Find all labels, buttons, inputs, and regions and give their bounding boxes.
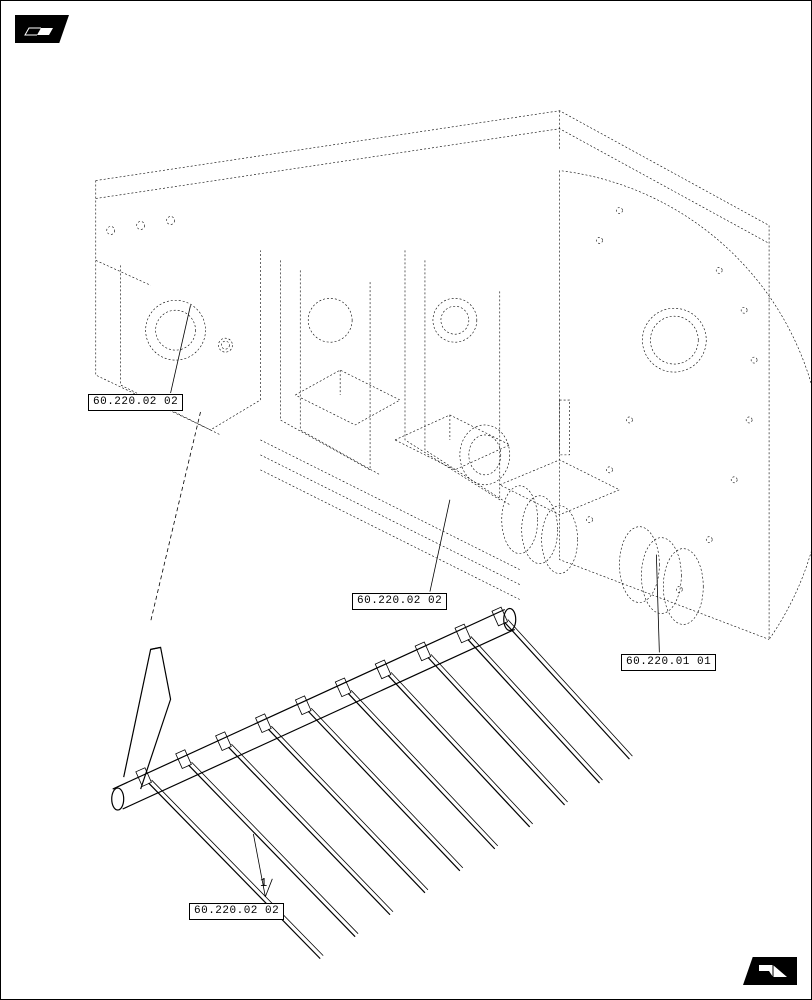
item-number-1: 1 [260, 876, 267, 890]
callout-text: 60.220.02 02 [93, 396, 178, 408]
explode-leader [151, 412, 201, 621]
callout-text: 60.220.01 01 [626, 656, 711, 668]
callout-ref-c4[interactable]: 60.220.02 02 [189, 903, 284, 920]
callout-ref-c1[interactable]: 60.220.02 02 [88, 394, 183, 411]
parts-diagram-page: 60.220.02 02 60.220.02 02 60.220.01 01 6… [0, 0, 812, 1000]
exploded-view-drawing [1, 1, 811, 999]
item-number-text: 1 [260, 876, 267, 890]
main-weldment-phantom [96, 111, 811, 640]
callout-text: 60.220.02 02 [194, 905, 279, 917]
callout-ref-c2[interactable]: 60.220.02 02 [352, 593, 447, 610]
callout-ref-c3[interactable]: 60.220.01 01 [621, 654, 716, 671]
callout-text: 60.220.02 02 [357, 595, 442, 607]
